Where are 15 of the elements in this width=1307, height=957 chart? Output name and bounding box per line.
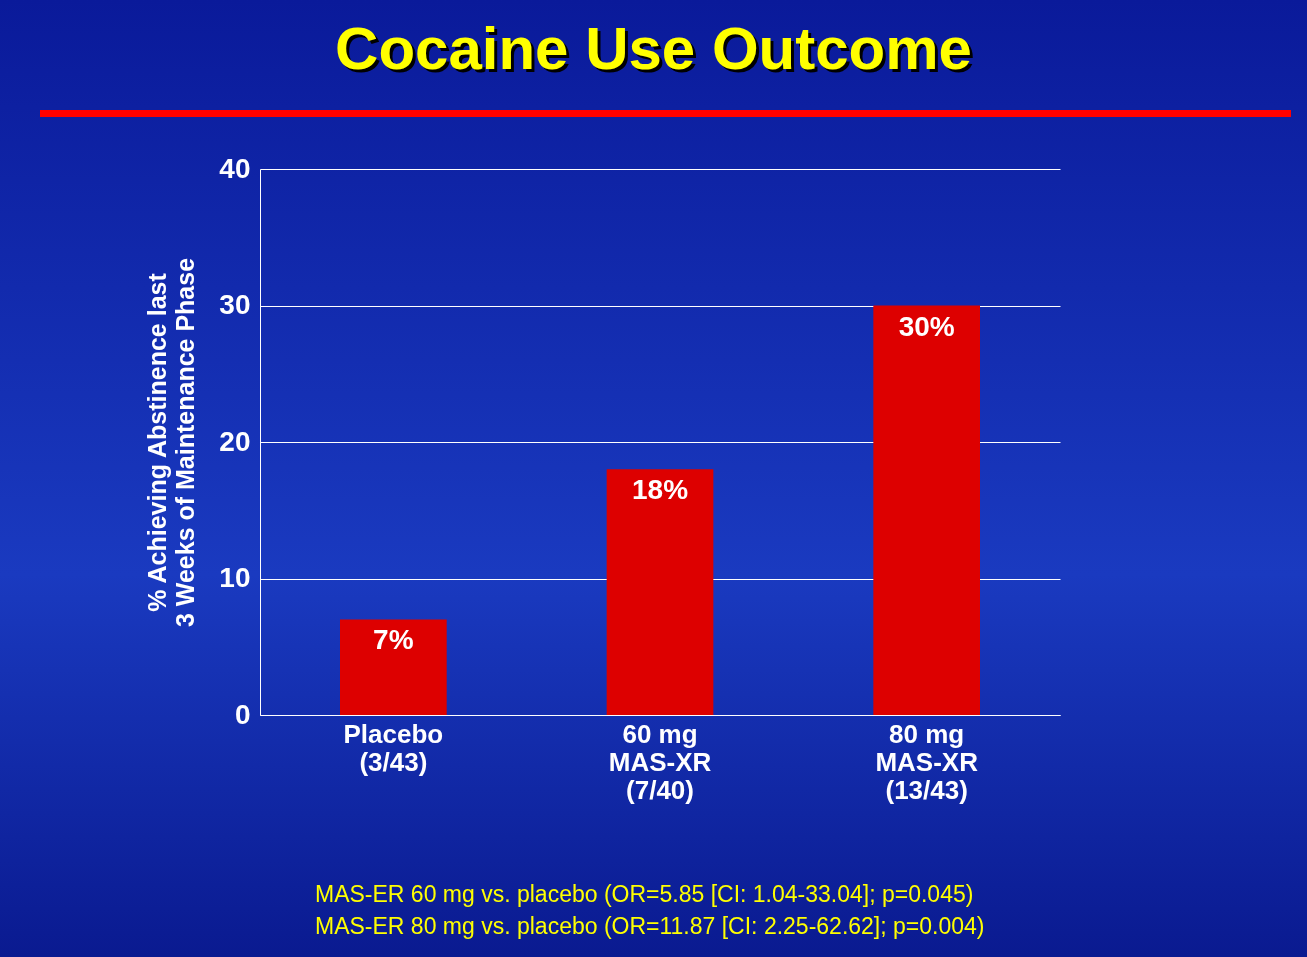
text: MAS-ER 80 mg vs. placebo (OR=11.87 [CI: 2.25-62.62]; p=0.004): [315, 912, 985, 941]
y-tick-label: 10: [219, 562, 251, 593]
y-tick-label: 40: [219, 152, 251, 184]
data-label: 18%: [631, 474, 689, 506]
data-label: 7%: [373, 624, 414, 656]
y-tick-label: 20: [219, 425, 251, 457]
y-tick-label: 30: [219, 289, 251, 320]
x-tick-label: Placebo (3/43): [343, 718, 444, 777]
data-label: 30%: [898, 310, 955, 342]
x-tick-label: 80 mg MAS-XR (13/43): [875, 718, 979, 805]
y-axis-title: % Achieving Abstinence last 3 Weeks of Maintenance Phase: [143, 257, 200, 628]
chart-title: Cocaine Use Outcome: [334, 14, 973, 83]
y-tick-label: 0: [234, 698, 251, 730]
x-tick-label: 60 mg MAS-XR (7/40): [608, 718, 712, 805]
text: MAS-ER 60 mg vs. placebo (OR=5.85 [CI: 1.04-33.04]; p=0.045): [315, 880, 975, 909]
